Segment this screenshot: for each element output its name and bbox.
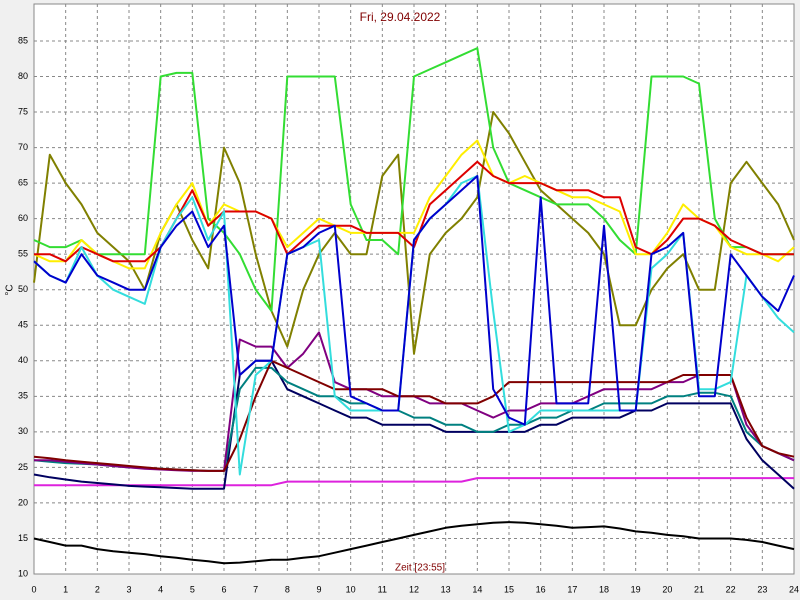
data-line (33, 359, 795, 472)
x-tick-label: 6 (221, 584, 226, 594)
x-tick-label: 3 (126, 584, 131, 594)
data-line (33, 521, 795, 565)
x-tick-label: 8 (285, 584, 290, 594)
x-tick-label: 14 (472, 584, 482, 594)
data-line (33, 359, 795, 490)
data-line (33, 139, 795, 270)
data-line (33, 47, 794, 312)
y-tick-label: 30 (18, 426, 28, 436)
x-tick-label: 21 (694, 584, 704, 594)
y-tick-label: 55 (18, 249, 28, 259)
x-tick-label: 15 (504, 584, 514, 594)
x-tick-label: 7 (253, 584, 258, 594)
x-tick-label: 20 (662, 584, 672, 594)
y-tick-label: 10 (18, 568, 28, 578)
data-line (33, 175, 795, 426)
x-tick-label: 0 (31, 584, 36, 594)
x-tick-label: 18 (599, 584, 609, 594)
x-tick-label: 11 (378, 584, 387, 594)
y-tick-label: 15 (18, 533, 28, 543)
x-tick-label: 17 (567, 584, 577, 594)
y-tick-label: 50 (18, 284, 28, 294)
y-tick-label: 40 (18, 355, 28, 365)
x-tick-label: 9 (316, 584, 321, 594)
y-tick-label: 35 (18, 391, 28, 401)
x-tick-label: 4 (158, 584, 163, 594)
y-tick-label: 85 (18, 35, 28, 45)
chart-title: Fri, 29.04.2022 (360, 10, 441, 24)
y-tick-label: 70 (18, 142, 28, 152)
data-line (34, 477, 794, 487)
y-tick-label: 75 (18, 106, 28, 116)
x-tick-label: 12 (409, 584, 419, 594)
y-tick-label: 20 (18, 497, 28, 507)
y-tick-label: 65 (18, 177, 28, 187)
y-axis-label: °C (5, 284, 16, 295)
x-axis-label: Zeit [23:55] (395, 563, 445, 574)
x-tick-label: 16 (536, 584, 546, 594)
y-tick-label: 25 (18, 462, 28, 472)
x-tick-label: 22 (726, 584, 736, 594)
x-tick-label: 2 (95, 584, 100, 594)
x-tick-label: 23 (757, 584, 767, 594)
y-tick-label: 45 (18, 320, 28, 330)
y-tick-label: 80 (18, 71, 28, 81)
x-tick-label: 24 (789, 584, 799, 594)
x-tick-label: 10 (346, 584, 356, 594)
x-tick-label: 13 (441, 584, 451, 594)
x-tick-label: 5 (190, 584, 195, 594)
x-tick-label: 19 (631, 584, 641, 594)
x-tick-label: 1 (63, 584, 68, 594)
y-tick-label: 60 (18, 213, 28, 223)
